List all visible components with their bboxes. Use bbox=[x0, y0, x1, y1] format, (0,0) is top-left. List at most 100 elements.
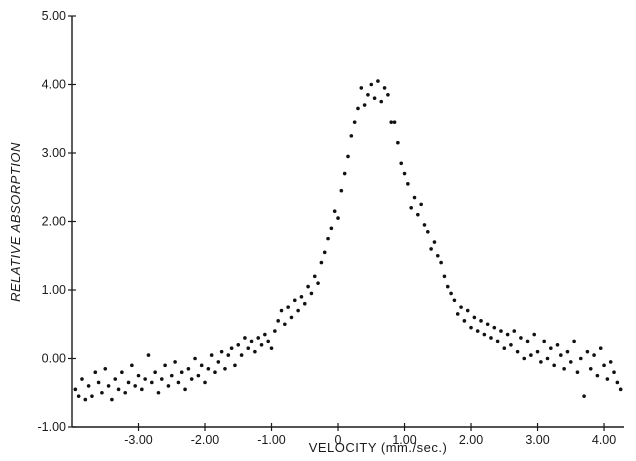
data-point bbox=[90, 394, 94, 398]
data-point bbox=[432, 240, 437, 244]
data-point bbox=[602, 363, 606, 368]
data-point bbox=[229, 346, 234, 351]
y-tick-label: 1.00 bbox=[42, 283, 66, 297]
data-point bbox=[559, 353, 563, 357]
data-point bbox=[309, 291, 314, 296]
data-point bbox=[312, 274, 317, 279]
data-point bbox=[159, 377, 164, 381]
data-point bbox=[336, 216, 340, 220]
data-point bbox=[123, 390, 128, 395]
data-point bbox=[106, 384, 111, 388]
data-points bbox=[73, 79, 623, 402]
data-point bbox=[499, 329, 503, 333]
data-point bbox=[163, 363, 167, 368]
data-point bbox=[322, 250, 327, 255]
data-point bbox=[302, 301, 307, 306]
data-point bbox=[469, 325, 473, 330]
data-point bbox=[359, 86, 364, 90]
data-point bbox=[452, 298, 457, 303]
data-point bbox=[535, 349, 540, 354]
data-point bbox=[166, 384, 171, 388]
data-point bbox=[369, 82, 374, 87]
data-point bbox=[73, 387, 78, 392]
y-tick-label: 0.00 bbox=[42, 352, 66, 366]
data-point bbox=[412, 195, 417, 200]
data-point bbox=[565, 349, 570, 354]
data-point bbox=[216, 360, 221, 364]
data-point bbox=[379, 99, 384, 104]
data-point bbox=[429, 247, 433, 251]
data-point bbox=[525, 339, 530, 344]
data-point bbox=[299, 295, 304, 299]
data-point bbox=[349, 134, 354, 138]
data-point bbox=[376, 79, 380, 83]
data-point bbox=[588, 366, 593, 371]
data-point bbox=[136, 373, 141, 378]
data-point bbox=[253, 349, 257, 354]
y-tick-label: 5.00 bbox=[42, 9, 66, 23]
y-ticks: -1.00 0.00 1.00 2.00 3.00 4.00 5.00 bbox=[38, 9, 76, 434]
data-point bbox=[339, 188, 344, 193]
data-point bbox=[519, 336, 523, 340]
data-point bbox=[296, 308, 300, 313]
data-point bbox=[352, 120, 357, 124]
data-point bbox=[605, 377, 610, 381]
data-point bbox=[562, 366, 566, 371]
x-ticks: -3.00 -2.00 -1.00 0 1.00 2.00 3.00 4.00 bbox=[124, 423, 616, 447]
data-point bbox=[615, 380, 620, 385]
data-point bbox=[595, 373, 600, 378]
data-point bbox=[502, 346, 507, 351]
x-tick-label: -2.00 bbox=[191, 433, 220, 447]
data-point bbox=[179, 370, 184, 375]
data-point bbox=[189, 377, 194, 381]
data-point bbox=[582, 394, 586, 398]
data-point bbox=[316, 281, 320, 285]
x-tick-label: 4.00 bbox=[592, 433, 616, 447]
data-point bbox=[549, 346, 553, 351]
data-point bbox=[259, 343, 264, 347]
data-point bbox=[545, 356, 550, 361]
data-point bbox=[406, 182, 410, 186]
data-point bbox=[422, 223, 427, 227]
data-point bbox=[276, 319, 280, 323]
data-point bbox=[449, 291, 453, 296]
data-point bbox=[239, 353, 244, 357]
x-axis-title: VELOCITY (mm./sec.) bbox=[309, 440, 448, 455]
data-point bbox=[83, 397, 88, 402]
data-point bbox=[459, 305, 463, 309]
data-point bbox=[598, 346, 603, 351]
data-point bbox=[100, 390, 104, 395]
data-point bbox=[233, 363, 237, 368]
data-point bbox=[269, 346, 274, 351]
data-point bbox=[409, 206, 413, 210]
data-point bbox=[532, 332, 537, 337]
data-point bbox=[143, 377, 147, 381]
x-tick-label: -1.00 bbox=[257, 433, 286, 447]
data-point bbox=[169, 373, 174, 378]
data-point bbox=[426, 229, 430, 234]
data-point bbox=[256, 336, 261, 340]
data-point bbox=[529, 353, 533, 357]
data-point bbox=[133, 384, 137, 388]
data-point bbox=[193, 356, 197, 361]
data-point bbox=[183, 387, 187, 392]
data-point bbox=[492, 325, 497, 330]
data-point bbox=[479, 319, 483, 323]
data-point bbox=[199, 363, 204, 368]
data-point bbox=[386, 92, 390, 97]
data-point bbox=[283, 322, 287, 327]
data-point bbox=[542, 339, 546, 344]
data-point bbox=[399, 161, 404, 166]
data-point bbox=[362, 103, 367, 107]
data-point bbox=[482, 332, 487, 337]
data-point bbox=[173, 360, 177, 364]
data-point bbox=[396, 140, 400, 145]
data-point bbox=[263, 332, 267, 337]
data-point bbox=[612, 370, 616, 375]
data-point bbox=[226, 353, 231, 357]
data-point bbox=[186, 366, 191, 371]
x-tick-label: 2.00 bbox=[459, 433, 483, 447]
data-point bbox=[156, 390, 161, 395]
data-point bbox=[419, 202, 423, 207]
y-tick-label: 4.00 bbox=[42, 78, 66, 92]
